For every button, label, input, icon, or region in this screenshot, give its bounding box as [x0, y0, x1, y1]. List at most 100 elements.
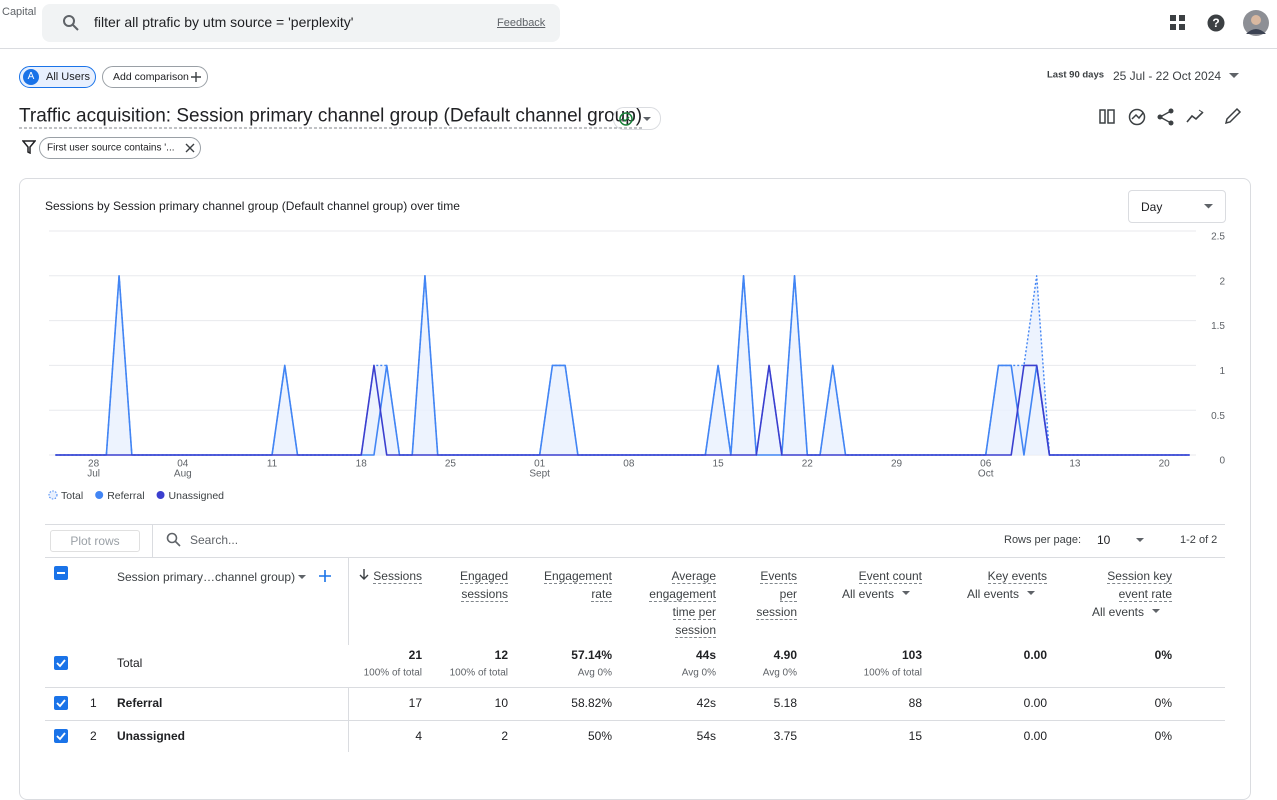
- rows-per-page[interactable]: 10: [1097, 533, 1111, 547]
- x-tick-label: 25: [445, 459, 457, 470]
- check-mark: [56, 659, 66, 668]
- divider: [45, 687, 1225, 688]
- column-header-label: Engaged sessions: [459, 569, 508, 602]
- table-search[interactable]: Search...: [190, 533, 239, 547]
- x-tick-label: 22: [802, 459, 814, 470]
- legend-item: Unassigned: [156, 490, 225, 502]
- series-line: [55, 364, 1190, 456]
- row-index: 1: [90, 696, 97, 710]
- dimension-header[interactable]: Session primary…channel group): [117, 570, 296, 584]
- filter-label: First user source contains '...: [47, 142, 175, 154]
- column-header[interactable]: Session key event rate All events: [1080, 567, 1172, 619]
- y-tick-label: 2: [1219, 276, 1225, 287]
- y-tick-label: 2.5: [1211, 232, 1225, 243]
- indeterminate-mark: [57, 572, 65, 574]
- column-header[interactable]: Event count All events: [822, 567, 922, 601]
- column-header-label: Event count: [858, 569, 922, 584]
- column-header[interactable]: re: [1200, 567, 1225, 585]
- rows-per-page-caret[interactable]: [1136, 538, 1144, 543]
- help-icon[interactable]: ?: [1207, 14, 1225, 32]
- plot-rows-button[interactable]: Plot rows: [50, 530, 140, 552]
- avatar[interactable]: [1243, 10, 1269, 36]
- column-header[interactable]: Events per session: [752, 567, 797, 621]
- caret: [643, 117, 651, 121]
- segment-chip[interactable]: A All Users: [19, 66, 96, 88]
- column-filter[interactable]: All events: [1080, 605, 1160, 619]
- cell-value: 3.75: [773, 729, 797, 743]
- search-icon: [166, 532, 181, 547]
- data-table: Plot rows Search... Rows per page: 10 1-2 of…: [45, 524, 1225, 768]
- report-actions[interactable]: [1096, 106, 1246, 128]
- x-tick-label: 28: [88, 459, 100, 470]
- column-header-label: Session key event rate: [1107, 569, 1172, 602]
- total-sub: Avg 0%: [762, 667, 797, 679]
- x-tick-label: 13: [1069, 459, 1081, 470]
- total-checkbox[interactable]: [54, 656, 68, 670]
- add-dimension[interactable]: [319, 570, 331, 582]
- y-tick-label: 0: [1219, 456, 1225, 467]
- x-tick-label: 15: [713, 459, 725, 470]
- column-filter[interactable]: All events: [822, 587, 910, 601]
- cell-value: 42s: [696, 696, 716, 710]
- column-header-label: Events per session: [756, 569, 797, 620]
- x-tick-label: 08: [623, 459, 635, 470]
- legend-item: Total: [48, 490, 83, 502]
- sort-arrow: [359, 569, 369, 580]
- cell-value: 88: [908, 696, 922, 710]
- apps-icon[interactable]: [1170, 15, 1186, 31]
- cell-value: 58.82%: [571, 696, 612, 710]
- legend-swatch: [156, 491, 165, 499]
- divider: [45, 557, 1225, 558]
- column-header[interactable]: Average engagement time per session: [641, 567, 716, 639]
- divider: [152, 524, 153, 557]
- top-bar: Capital filter all ptrafic by utm source…: [0, 0, 1277, 49]
- granularity-select[interactable]: Day: [1128, 190, 1226, 223]
- row-index: 2: [90, 729, 97, 743]
- cell-value: 0%: [1154, 729, 1172, 743]
- segment-badge: A: [23, 69, 39, 85]
- row-checkbox[interactable]: [54, 729, 68, 743]
- cell-value: 5.18: [773, 696, 797, 710]
- search-query[interactable]: filter all ptrafic by utm source = 'perp…: [94, 14, 354, 30]
- date-caret[interactable]: [1229, 73, 1239, 79]
- column-header[interactable]: Engaged sessions: [448, 567, 508, 603]
- column-header[interactable]: Sessions: [342, 567, 422, 585]
- dimension-caret[interactable]: [298, 575, 306, 580]
- select-all-checkbox[interactable]: [54, 566, 68, 580]
- check-mark: [56, 699, 66, 708]
- search-box[interactable]: filter all ptrafic by utm source = 'perp…: [42, 4, 560, 42]
- status-badge[interactable]: [613, 107, 661, 130]
- legend-label: Unassigned: [169, 490, 225, 502]
- segment-label: All Users: [46, 71, 91, 83]
- total-label: Total: [117, 656, 143, 670]
- x-tick-label: 18: [356, 459, 368, 470]
- y-tick-label: 1.5: [1211, 321, 1225, 332]
- plus-icon: [191, 72, 201, 82]
- cell-value: 4: [415, 729, 422, 743]
- date-range[interactable]: 25 Jul - 22 Oct 2024: [1113, 69, 1222, 83]
- svg-text:?: ?: [1212, 16, 1219, 30]
- add-comparison[interactable]: Add comparison: [102, 66, 208, 88]
- cell-value: 0.00: [1023, 696, 1047, 710]
- total-sub: 100% of total: [863, 667, 922, 679]
- column-header[interactable]: Engagement rate: [537, 567, 612, 603]
- date-label: Last 90 days: [1047, 69, 1105, 81]
- x-tick-label: 11: [267, 459, 278, 470]
- column-filter[interactable]: All events: [947, 587, 1035, 601]
- total-value: 4.90: [773, 648, 797, 662]
- caret: [1204, 204, 1213, 209]
- divider: [45, 524, 1225, 525]
- remove-filter[interactable]: [185, 143, 195, 153]
- row-checkbox[interactable]: [54, 696, 68, 710]
- total-sub: Avg 0%: [577, 667, 612, 679]
- search-icon: [63, 15, 79, 31]
- feedback-link[interactable]: Feedback: [497, 17, 546, 29]
- total-row-bg: [45, 645, 1225, 687]
- x-tick-label: 06: [980, 459, 992, 470]
- x-tick-label: 04: [177, 459, 189, 470]
- column-header[interactable]: Key events All events: [947, 567, 1047, 601]
- filter-chip[interactable]: First user source contains '...: [39, 137, 201, 159]
- caret: [902, 591, 910, 595]
